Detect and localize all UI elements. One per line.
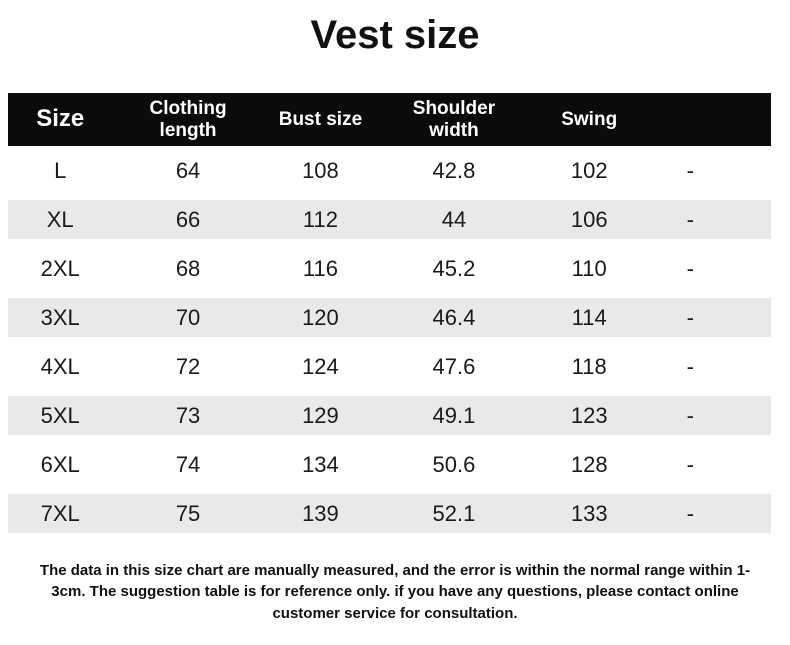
cell-bust-size: 120 xyxy=(302,304,339,330)
cell-bust-size: 129 xyxy=(302,402,339,428)
cell-bust-size: 139 xyxy=(302,500,339,526)
cell-shoulder-width: 45.2 xyxy=(432,255,476,281)
column-header-swing: Swing xyxy=(561,108,618,130)
page-title: Vest size xyxy=(310,13,480,57)
cell-bust-size: 112 xyxy=(302,206,338,232)
cell-bust-size: 124 xyxy=(302,353,339,379)
column-header-bust-size: Bust size xyxy=(278,108,363,130)
disclaimer-note: The data in this size chart are manually… xyxy=(39,562,751,622)
cell-swing: 133 xyxy=(570,500,608,526)
cell-size: XL xyxy=(46,206,74,232)
cell-shoulder-width: 42.8 xyxy=(432,157,476,183)
table-row: 5XL 73 129 49.1 123 - xyxy=(8,391,771,440)
cell-swing: 114 xyxy=(571,304,607,330)
cell-extra: - xyxy=(686,255,694,281)
cell-extra: - xyxy=(686,157,694,183)
cell-clothing-length: 74 xyxy=(175,451,201,477)
cell-bust-size: 134 xyxy=(302,451,339,477)
cell-clothing-length: 66 xyxy=(175,206,201,232)
cell-swing: 123 xyxy=(570,402,608,428)
cell-extra: - xyxy=(686,206,694,232)
cell-swing: 110 xyxy=(571,255,607,281)
cell-extra: - xyxy=(686,451,694,477)
cell-shoulder-width: 44 xyxy=(441,206,467,232)
cell-size: 6XL xyxy=(40,451,80,477)
table-row: 6XL 74 134 50.6 128 - xyxy=(8,440,771,489)
cell-size: 7XL xyxy=(40,500,80,526)
cell-clothing-length: 73 xyxy=(175,402,201,428)
cell-shoulder-width: 49.1 xyxy=(432,402,476,428)
table-header-row: Size Clothing length Bust size Shoulder … xyxy=(8,93,771,146)
cell-shoulder-width: 52.1 xyxy=(432,500,476,526)
cell-swing: 102 xyxy=(570,157,608,183)
cell-extra: - xyxy=(686,304,694,330)
cell-shoulder-width: 50.6 xyxy=(432,451,476,477)
column-header-shoulder-width: Shoulder width xyxy=(412,98,496,141)
cell-bust-size: 116 xyxy=(302,255,338,281)
cell-clothing-length: 70 xyxy=(175,304,201,330)
cell-swing: 106 xyxy=(570,206,608,232)
cell-size: L xyxy=(54,157,67,183)
column-header-clothing-length: Clothing length xyxy=(149,98,227,141)
cell-extra: - xyxy=(686,500,694,526)
size-chart-page: Vest size Size Clothing length Bust size… xyxy=(0,12,790,624)
cell-extra: - xyxy=(686,353,694,379)
table-row: XL 66 112 44 106 - xyxy=(8,195,771,244)
cell-bust-size: 108 xyxy=(302,157,339,183)
cell-size: 2XL xyxy=(40,255,80,281)
cell-clothing-length: 68 xyxy=(175,255,201,281)
table-row: 2XL 68 116 45.2 110 - xyxy=(8,244,771,293)
cell-swing: 128 xyxy=(570,451,608,477)
cell-shoulder-width: 46.4 xyxy=(432,304,476,330)
cell-clothing-length: 64 xyxy=(175,157,201,183)
table-row: 7XL 75 139 52.1 133 - xyxy=(8,489,771,538)
cell-extra: - xyxy=(686,402,694,428)
cell-swing: 118 xyxy=(571,353,607,379)
cell-clothing-length: 75 xyxy=(175,500,201,526)
cell-size: 4XL xyxy=(40,353,80,379)
cell-size: 3XL xyxy=(40,304,80,330)
column-header-size: Size xyxy=(36,105,85,133)
table-row: L 64 108 42.8 102 - xyxy=(8,146,771,195)
size-table: Size Clothing length Bust size Shoulder … xyxy=(8,93,771,538)
cell-clothing-length: 72 xyxy=(175,353,201,379)
table-row: 3XL 70 120 46.4 114 - xyxy=(8,293,771,342)
cell-size: 5XL xyxy=(40,402,80,428)
table-row: 4XL 72 124 47.6 118 - xyxy=(8,342,771,391)
cell-shoulder-width: 47.6 xyxy=(432,353,476,379)
